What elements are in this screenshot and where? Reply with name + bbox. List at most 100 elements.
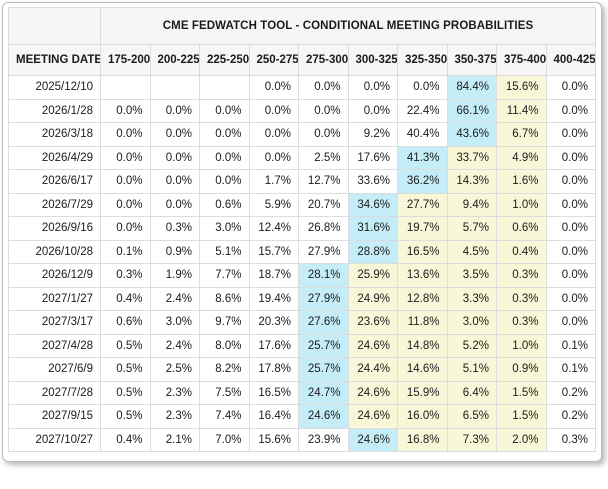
- probability-cell: 0.0%: [100, 98, 151, 123]
- table-row: 2026/12/9 0.3% 1.9% 7.7% 18.7% 28.1% 25.9% 13.6…: [8, 263, 596, 288]
- probability-cell: 17.6%: [347, 145, 398, 170]
- probability-cell: 0.0%: [298, 98, 349, 123]
- probability-cell: 2.0%: [496, 427, 547, 452]
- probability-cell: 1.0%: [496, 333, 547, 358]
- probability-cell: 8.0%: [199, 333, 250, 358]
- probability-cell: 0.0%: [100, 122, 151, 147]
- table-body: 2025/12/10 0.0% 0.0% 0.0% 0.0% 84.4% 15.6% 0.0%…: [8, 75, 596, 452]
- probability-cell: 1.0%: [496, 192, 547, 217]
- meeting-date-column-header: MEETING DATE: [8, 44, 101, 76]
- rate-range-column-header: 325-350: [397, 44, 448, 76]
- probability-cell: 0.6%: [496, 216, 547, 241]
- table-row: 2026/1/28 0.0% 0.0% 0.0% 0.0% 0.0% 0.0% 22.4% 66…: [8, 98, 596, 123]
- probability-cell: 25.7%: [298, 333, 349, 358]
- probability-cell: 1.7%: [248, 169, 299, 194]
- probability-cell: 0.0%: [397, 75, 448, 100]
- meeting-date-cell: 2026/7/29: [8, 192, 101, 217]
- table-row: 2027/1/27 0.4% 2.4% 8.6% 19.4% 27.9% 24.9% 12.8…: [8, 286, 596, 311]
- probability-cell: 7.0%: [199, 427, 250, 452]
- probability-cell: 24.9%: [347, 286, 398, 311]
- probability-cell: 2.4%: [149, 286, 200, 311]
- conditional-meeting-probabilities-table: CME FEDWATCH TOOL - CONDITIONAL MEETING …: [8, 7, 596, 452]
- probability-cell: 15.9%: [397, 380, 448, 405]
- probability-cell: 16.8%: [397, 427, 448, 452]
- table-row: 2026/10/28 0.1% 0.9% 5.1% 15.7% 27.9% 28.8% 16.…: [8, 239, 596, 264]
- meeting-date-cell: 2026/9/16: [8, 216, 101, 241]
- meeting-date-cell: 2027/10/27: [8, 427, 101, 452]
- probability-cell: 23.6%: [347, 310, 398, 335]
- probability-cell: [199, 75, 250, 100]
- probability-cell: 24.7%: [298, 380, 349, 405]
- probability-cell: 0.5%: [100, 357, 151, 382]
- probability-cell: 0.0%: [545, 122, 596, 147]
- probability-cell: 20.7%: [298, 192, 349, 217]
- probability-cell: 2.3%: [149, 380, 200, 405]
- probability-cell: 0.0%: [545, 263, 596, 288]
- meeting-date-cell: 2026/10/28: [8, 239, 101, 264]
- probability-cell: 26.8%: [298, 216, 349, 241]
- probability-cell: 0.6%: [100, 310, 151, 335]
- probability-cell: 4.5%: [446, 239, 497, 264]
- probability-cell: 0.0%: [149, 145, 200, 170]
- probability-cell: 6.5%: [446, 404, 497, 429]
- probability-cell: 27.9%: [298, 286, 349, 311]
- table-row: 2027/3/17 0.6% 3.0% 9.7% 20.3% 27.6% 23.6% 11.8…: [8, 310, 596, 335]
- probability-cell: 14.3%: [446, 169, 497, 194]
- probability-cell: 15.6%: [496, 75, 547, 100]
- table-row: 2026/9/16 0.0% 0.3% 3.0% 12.4% 26.8% 31.6% 19.7…: [8, 216, 596, 241]
- table-row: 2027/10/27 0.4% 2.1% 7.0% 15.6% 23.9% 24.6% 16.…: [8, 427, 596, 452]
- probability-cell: 25.9%: [347, 263, 398, 288]
- probability-cell: 41.3%: [397, 145, 448, 170]
- probability-cell: 8.6%: [199, 286, 250, 311]
- probability-cell: 1.6%: [496, 169, 547, 194]
- probability-cell: 2.3%: [149, 404, 200, 429]
- probability-cell: 0.1%: [545, 333, 596, 358]
- probability-cell: 0.0%: [248, 75, 299, 100]
- probability-cell: 11.8%: [397, 310, 448, 335]
- probability-cell: 5.7%: [446, 216, 497, 241]
- probability-cell: 0.3%: [149, 216, 200, 241]
- table-row: 2027/7/28 0.5% 2.3% 7.5% 16.5% 24.7% 24.6% 15.9…: [8, 380, 596, 405]
- probability-cell: 16.0%: [397, 404, 448, 429]
- probability-cell: 0.1%: [100, 239, 151, 264]
- meeting-date-cell: 2027/3/17: [8, 310, 101, 335]
- probability-cell: 27.7%: [397, 192, 448, 217]
- rate-range-column-header: 225-250: [199, 44, 250, 76]
- probability-cell: 0.0%: [347, 75, 398, 100]
- probability-cell: 14.6%: [397, 357, 448, 382]
- probability-cell: [149, 75, 200, 100]
- meeting-date-cell: 2027/6/9: [8, 357, 101, 382]
- probability-cell: 0.2%: [545, 404, 596, 429]
- meeting-date-cell: 2026/12/9: [8, 263, 101, 288]
- table-row: 2026/3/18 0.0% 0.0% 0.0% 0.0% 0.0% 9.2% 40.4% 43…: [8, 122, 596, 147]
- probability-cell: 7.5%: [199, 380, 250, 405]
- probability-cell: 0.0%: [100, 216, 151, 241]
- probability-cell: 24.6%: [347, 380, 398, 405]
- probability-cell: 9.7%: [199, 310, 250, 335]
- probability-cell: 0.3%: [496, 263, 547, 288]
- probability-cell: 0.6%: [199, 192, 250, 217]
- probability-cell: 22.4%: [397, 98, 448, 123]
- probability-cell: 0.5%: [100, 404, 151, 429]
- probability-cell: 3.5%: [446, 263, 497, 288]
- meeting-date-cell: 2026/1/28: [8, 98, 101, 123]
- probability-cell: 6.7%: [496, 122, 547, 147]
- probability-cell: 0.0%: [545, 286, 596, 311]
- probability-cell: 5.1%: [446, 357, 497, 382]
- meeting-date-cell: 2027/7/28: [8, 380, 101, 405]
- meeting-date-cell: 2027/4/28: [8, 333, 101, 358]
- probability-cell: 3.0%: [199, 216, 250, 241]
- rate-range-column-header: 300-325: [347, 44, 398, 76]
- probability-cell: 27.9%: [298, 239, 349, 264]
- probability-cell: 16.5%: [397, 239, 448, 264]
- probability-cell: 0.4%: [496, 239, 547, 264]
- probability-cell: 31.6%: [347, 216, 398, 241]
- probability-cell: 1.5%: [496, 404, 547, 429]
- probability-cell: 0.0%: [347, 98, 398, 123]
- probability-cell: 0.5%: [100, 333, 151, 358]
- probability-cell: 0.0%: [248, 122, 299, 147]
- meeting-date-cell: 2026/3/18: [8, 122, 101, 147]
- probability-cell: 40.4%: [397, 122, 448, 147]
- probability-cell: 24.6%: [347, 333, 398, 358]
- title-row: CME FEDWATCH TOOL - CONDITIONAL MEETING …: [8, 7, 596, 45]
